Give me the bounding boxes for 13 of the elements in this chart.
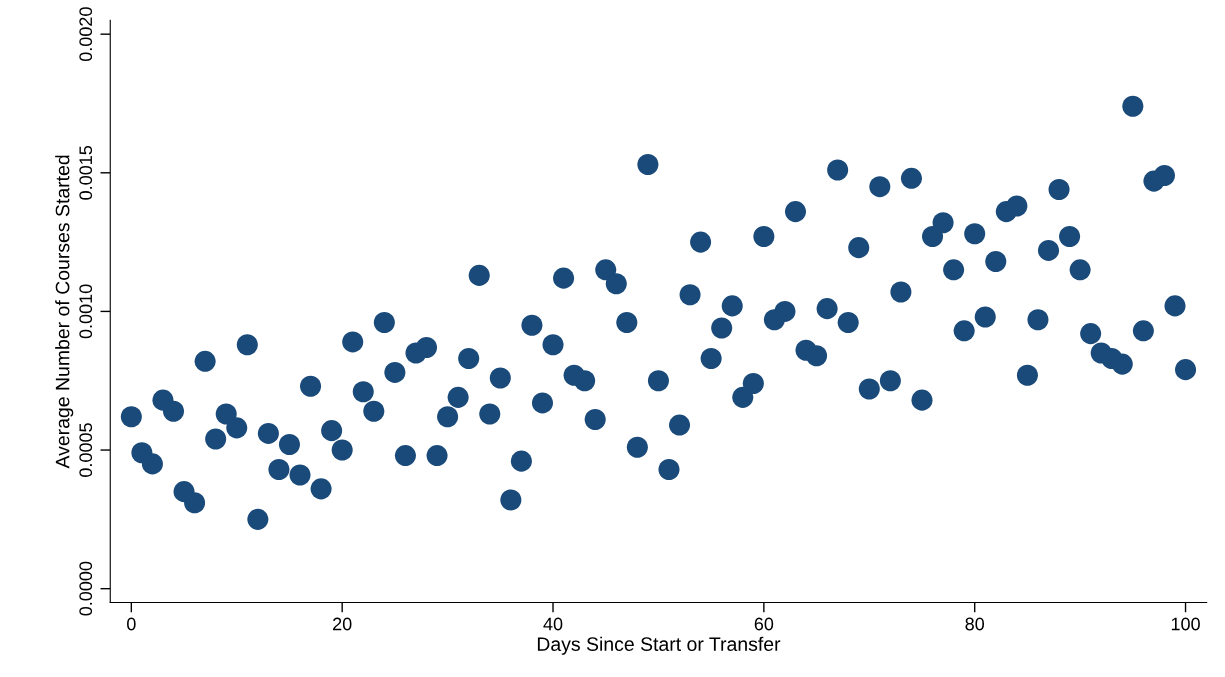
y-tick-label: 0.0005 — [79, 423, 93, 477]
y-axis-title: Average Number of Courses Started — [55, 155, 74, 469]
y-tick-label: 0.0020 — [79, 7, 93, 62]
x-tick-label: 60 — [754, 617, 774, 631]
y-tick-label: 0.0015 — [79, 145, 93, 200]
y-tick-label: 0.0010 — [79, 284, 93, 339]
y-tick-label: 0.0000 — [79, 561, 93, 616]
x-tick-label: 0 — [127, 617, 136, 631]
x-tick-label: 20 — [333, 617, 352, 631]
x-tick-label: 40 — [543, 617, 563, 631]
x-axis-title: Days Since Start or Transfer — [537, 636, 781, 655]
x-tick-label: 100 — [1171, 617, 1200, 631]
x-tick-label: 80 — [965, 617, 985, 631]
